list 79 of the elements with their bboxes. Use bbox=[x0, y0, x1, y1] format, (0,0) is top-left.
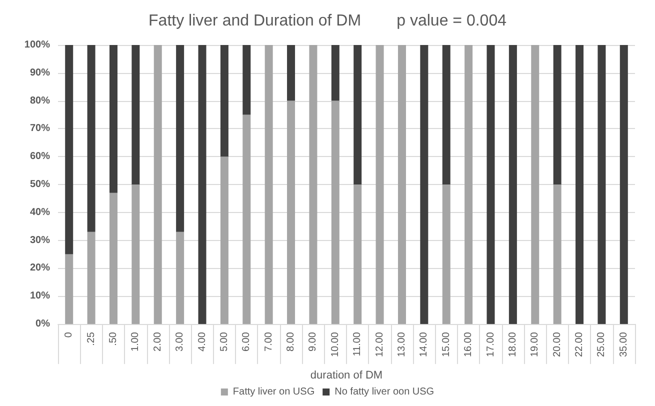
y-tick-label: 100% bbox=[24, 40, 50, 50]
bar bbox=[376, 45, 384, 324]
bar bbox=[176, 232, 184, 324]
bar bbox=[442, 184, 450, 324]
bar bbox=[331, 45, 340, 101]
y-tick-label: 70% bbox=[30, 123, 50, 134]
bar bbox=[486, 45, 495, 324]
chart-title: Fatty liver and Duration of DM p value = 0.004 bbox=[148, 12, 507, 30]
bar bbox=[176, 45, 184, 232]
x-tick-label: 14.00 bbox=[418, 332, 430, 358]
bar bbox=[65, 45, 74, 254]
x-tick-label: 3.00 bbox=[174, 332, 186, 352]
x-tick-label: 19.00 bbox=[530, 332, 541, 358]
x-tick-label: 16.00 bbox=[463, 332, 474, 358]
bar bbox=[264, 45, 273, 324]
x-tick-label: 13.00 bbox=[396, 332, 408, 358]
x-tick-label: 10.00 bbox=[330, 332, 341, 358]
y-tick-label: 50% bbox=[30, 179, 50, 190]
y-tick-label: 80% bbox=[30, 95, 50, 106]
x-tick-label: 5.00 bbox=[218, 332, 230, 352]
y-tick-label: 40% bbox=[30, 206, 50, 218]
x-tick-label: .25 bbox=[86, 332, 97, 346]
y-tick-label: 30% bbox=[30, 234, 50, 246]
bar bbox=[331, 100, 340, 324]
x-tick-label: 0 bbox=[64, 332, 75, 338]
bar bbox=[242, 114, 251, 324]
x-tick-label: 15.00 bbox=[440, 332, 452, 358]
x-tick-label: 17.00 bbox=[485, 332, 496, 358]
bar bbox=[420, 45, 428, 324]
y-tick-label: 0% bbox=[36, 318, 50, 330]
bar bbox=[109, 192, 118, 324]
bar bbox=[598, 45, 606, 324]
bar bbox=[531, 45, 540, 324]
x-tick-label: 35.00 bbox=[618, 332, 630, 358]
x-tick-label: 11.00 bbox=[352, 332, 364, 356]
bar bbox=[354, 45, 362, 184]
bar bbox=[65, 254, 74, 324]
y-tick-label: 20% bbox=[30, 262, 50, 274]
x-tick-label: 7.00 bbox=[263, 332, 274, 352]
x-tick-label: 9.00 bbox=[308, 332, 319, 352]
bar bbox=[464, 45, 473, 324]
y-tick-label: 10% bbox=[30, 290, 50, 302]
x-tick-label: 25.00 bbox=[596, 332, 608, 358]
x-axis-title: duration of DM bbox=[310, 370, 383, 382]
bar bbox=[354, 184, 362, 324]
x-tick-label: 20.00 bbox=[552, 332, 563, 358]
legend-label: Fatty liver on USG bbox=[232, 386, 315, 398]
x-tick-label: 4.00 bbox=[196, 332, 208, 352]
x-tick-label: 1.00 bbox=[130, 332, 142, 352]
x-tick-label: 22.00 bbox=[574, 332, 586, 358]
bar bbox=[442, 45, 450, 184]
x-tick-label: 2.00 bbox=[152, 332, 164, 352]
x-tick-label: 8.00 bbox=[286, 332, 297, 352]
y-tick-label: 60% bbox=[30, 151, 50, 162]
legend-label: No fatty liver oon USG bbox=[334, 386, 434, 398]
bar bbox=[109, 45, 118, 193]
x-tick-label: 6.00 bbox=[241, 332, 252, 352]
bar bbox=[287, 100, 296, 324]
bar bbox=[154, 45, 162, 324]
x-tick-label: 12.00 bbox=[374, 332, 386, 358]
bar bbox=[398, 45, 406, 324]
bar bbox=[309, 45, 318, 324]
bar bbox=[132, 184, 140, 324]
bar bbox=[198, 45, 206, 324]
bar bbox=[220, 156, 228, 324]
bar bbox=[242, 45, 251, 115]
x-tick-label: .50 bbox=[108, 332, 119, 346]
bar bbox=[87, 45, 96, 232]
bar bbox=[576, 45, 584, 324]
bar bbox=[508, 45, 517, 324]
bar bbox=[220, 45, 228, 157]
bar bbox=[132, 45, 140, 184]
bar bbox=[87, 232, 96, 324]
bar bbox=[287, 45, 296, 101]
x-tick-label: 18.00 bbox=[507, 332, 518, 358]
bar bbox=[553, 184, 562, 324]
bar bbox=[620, 45, 628, 324]
bar bbox=[553, 45, 562, 184]
y-tick-label: 90% bbox=[30, 67, 50, 78]
